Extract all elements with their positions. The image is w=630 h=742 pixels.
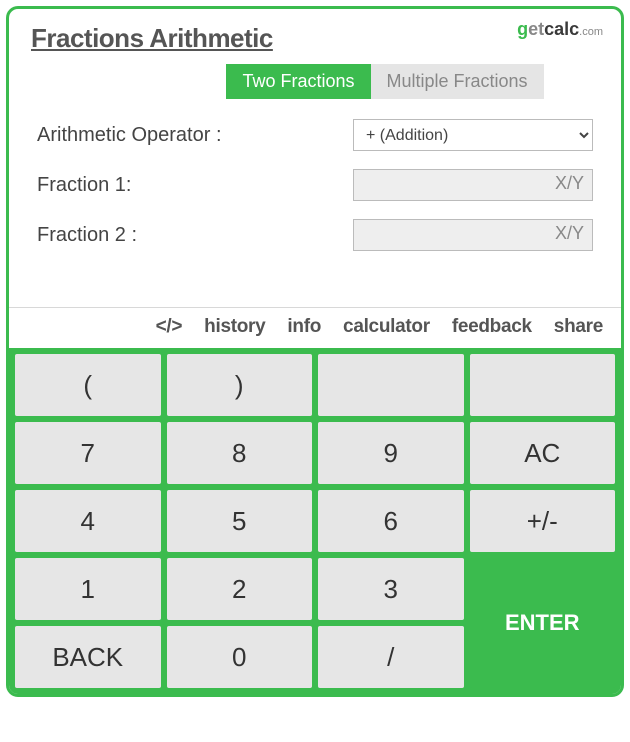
key-8[interactable]: 8 xyxy=(167,422,313,484)
brand-et: et xyxy=(528,19,544,39)
key-rparen[interactable]: ) xyxy=(167,354,313,416)
key-back[interactable]: BACK xyxy=(15,626,161,688)
operator-row: Arithmetic Operator : + (Addition) xyxy=(37,119,593,151)
key-lparen[interactable]: ( xyxy=(15,354,161,416)
calculator-container: Fractions Arithmetic getcalc.com Two Fra… xyxy=(6,6,624,697)
key-blank-1[interactable] xyxy=(318,354,464,416)
key-plus-minus[interactable]: +/- xyxy=(470,490,616,552)
toolbar: </> history info calculator feedback sha… xyxy=(9,307,621,348)
key-6[interactable]: 6 xyxy=(318,490,464,552)
page-title: Fractions Arithmetic xyxy=(31,23,599,54)
key-enter[interactable]: ENTER xyxy=(470,558,616,688)
key-5[interactable]: 5 xyxy=(167,490,313,552)
key-4[interactable]: 4 xyxy=(15,490,161,552)
fraction1-label: Fraction 1: xyxy=(37,174,131,197)
fraction2-label: Fraction 2 : xyxy=(37,224,137,247)
fraction2-row: Fraction 2 : xyxy=(37,219,593,251)
embed-button[interactable]: </> xyxy=(156,316,183,338)
key-blank-2[interactable] xyxy=(470,354,616,416)
key-0[interactable]: 0 xyxy=(167,626,313,688)
keypad: ( ) 7 8 9 AC 4 5 6 +/- 1 2 3 ENTER BACK … xyxy=(9,348,621,694)
key-9[interactable]: 9 xyxy=(318,422,464,484)
header: Fractions Arithmetic getcalc.com Two Fra… xyxy=(9,9,621,115)
operator-select[interactable]: + (Addition) xyxy=(353,119,593,151)
fraction1-row: Fraction 1: xyxy=(37,169,593,201)
share-button[interactable]: share xyxy=(554,316,603,338)
brand-calc: calc xyxy=(544,19,579,39)
brand-g: g xyxy=(517,19,528,39)
form: Arithmetic Operator : + (Addition) Fract… xyxy=(9,115,621,307)
key-ac[interactable]: AC xyxy=(470,422,616,484)
history-button[interactable]: history xyxy=(204,316,265,338)
feedback-button[interactable]: feedback xyxy=(452,316,532,338)
fraction2-input[interactable] xyxy=(353,219,593,251)
brand-com: .com xyxy=(579,26,603,38)
key-3[interactable]: 3 xyxy=(318,558,464,620)
fraction1-input[interactable] xyxy=(353,169,593,201)
key-7[interactable]: 7 xyxy=(15,422,161,484)
tab-two-fractions[interactable]: Two Fractions xyxy=(226,64,370,99)
key-1[interactable]: 1 xyxy=(15,558,161,620)
tab-multiple-fractions[interactable]: Multiple Fractions xyxy=(371,64,544,99)
info-button[interactable]: info xyxy=(287,316,321,338)
calculator-button[interactable]: calculator xyxy=(343,316,430,338)
brand-logo: getcalc.com xyxy=(517,19,603,40)
operator-label: Arithmetic Operator : xyxy=(37,124,222,147)
tabs: Two Fractions Multiple Fractions xyxy=(31,64,599,99)
key-slash[interactable]: / xyxy=(318,626,464,688)
key-2[interactable]: 2 xyxy=(167,558,313,620)
